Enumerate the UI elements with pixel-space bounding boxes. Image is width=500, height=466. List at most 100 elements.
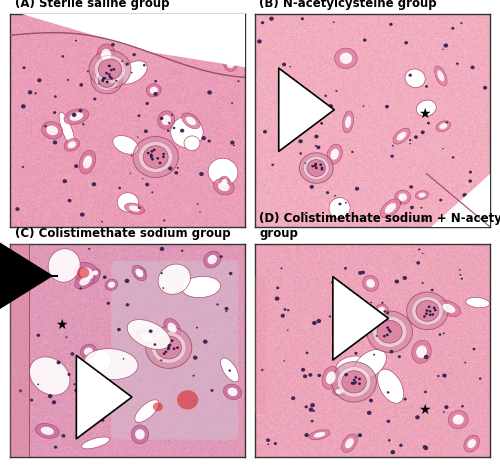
Circle shape: [91, 65, 123, 94]
Circle shape: [310, 420, 314, 423]
Circle shape: [56, 361, 60, 364]
Circle shape: [75, 40, 77, 41]
Circle shape: [261, 369, 264, 371]
Circle shape: [394, 280, 399, 283]
Circle shape: [452, 27, 454, 30]
Circle shape: [98, 83, 100, 84]
Circle shape: [151, 158, 154, 161]
Circle shape: [271, 219, 272, 220]
Ellipse shape: [186, 116, 196, 125]
Circle shape: [68, 199, 71, 202]
Circle shape: [123, 358, 124, 360]
Circle shape: [429, 314, 432, 316]
Circle shape: [180, 129, 184, 133]
Circle shape: [385, 105, 389, 109]
Ellipse shape: [354, 350, 386, 379]
Circle shape: [160, 117, 164, 120]
Ellipse shape: [46, 125, 58, 135]
Circle shape: [176, 346, 179, 349]
Circle shape: [268, 444, 269, 445]
Circle shape: [315, 167, 318, 169]
Circle shape: [68, 373, 70, 376]
Ellipse shape: [40, 427, 54, 435]
Circle shape: [298, 139, 303, 143]
Circle shape: [460, 274, 462, 276]
Circle shape: [156, 36, 160, 39]
Circle shape: [351, 382, 354, 384]
Circle shape: [168, 346, 170, 349]
Circle shape: [470, 66, 474, 69]
Ellipse shape: [48, 249, 80, 282]
Ellipse shape: [438, 70, 444, 82]
Ellipse shape: [70, 112, 83, 121]
Circle shape: [162, 156, 165, 158]
Circle shape: [444, 405, 448, 409]
Circle shape: [62, 55, 64, 58]
Ellipse shape: [393, 128, 410, 144]
Circle shape: [390, 350, 394, 353]
Circle shape: [48, 394, 52, 398]
Circle shape: [150, 154, 153, 157]
Circle shape: [438, 333, 442, 336]
Ellipse shape: [340, 53, 352, 64]
Circle shape: [310, 185, 314, 189]
Circle shape: [452, 156, 454, 158]
Circle shape: [269, 17, 274, 21]
Circle shape: [479, 377, 482, 380]
Circle shape: [230, 22, 232, 24]
Ellipse shape: [378, 369, 404, 403]
Circle shape: [387, 391, 390, 394]
Circle shape: [158, 162, 162, 164]
Circle shape: [172, 348, 176, 350]
Ellipse shape: [375, 304, 388, 316]
Circle shape: [314, 164, 317, 167]
Circle shape: [287, 309, 290, 311]
Circle shape: [389, 330, 392, 333]
Circle shape: [160, 272, 163, 274]
Ellipse shape: [222, 179, 228, 185]
Circle shape: [426, 309, 428, 312]
Circle shape: [133, 137, 178, 178]
Ellipse shape: [110, 61, 120, 72]
Circle shape: [138, 142, 172, 172]
Circle shape: [142, 178, 144, 179]
Circle shape: [328, 104, 333, 108]
Circle shape: [304, 157, 329, 179]
Circle shape: [362, 105, 364, 107]
Ellipse shape: [218, 182, 230, 191]
Circle shape: [415, 415, 420, 419]
Circle shape: [77, 267, 90, 278]
Circle shape: [333, 21, 334, 23]
Circle shape: [80, 212, 84, 217]
Circle shape: [22, 166, 24, 168]
Circle shape: [146, 327, 192, 368]
Circle shape: [89, 50, 131, 89]
Circle shape: [345, 202, 347, 204]
Ellipse shape: [162, 115, 171, 125]
Ellipse shape: [314, 432, 326, 438]
Circle shape: [102, 77, 105, 80]
Circle shape: [422, 445, 427, 449]
Circle shape: [163, 219, 166, 221]
Ellipse shape: [84, 348, 93, 356]
Circle shape: [208, 140, 211, 143]
Circle shape: [95, 69, 119, 90]
Circle shape: [369, 398, 373, 403]
Ellipse shape: [131, 425, 148, 444]
Ellipse shape: [208, 158, 238, 186]
Circle shape: [171, 339, 173, 342]
Circle shape: [358, 433, 362, 437]
Circle shape: [168, 166, 172, 171]
Circle shape: [92, 182, 96, 186]
Circle shape: [21, 104, 25, 109]
Circle shape: [356, 336, 358, 338]
Circle shape: [138, 115, 140, 117]
Circle shape: [92, 397, 95, 399]
Circle shape: [131, 155, 132, 157]
Circle shape: [101, 418, 104, 422]
Circle shape: [383, 335, 386, 337]
Ellipse shape: [362, 275, 378, 291]
Circle shape: [384, 310, 386, 313]
Circle shape: [468, 179, 472, 183]
Circle shape: [404, 41, 408, 44]
